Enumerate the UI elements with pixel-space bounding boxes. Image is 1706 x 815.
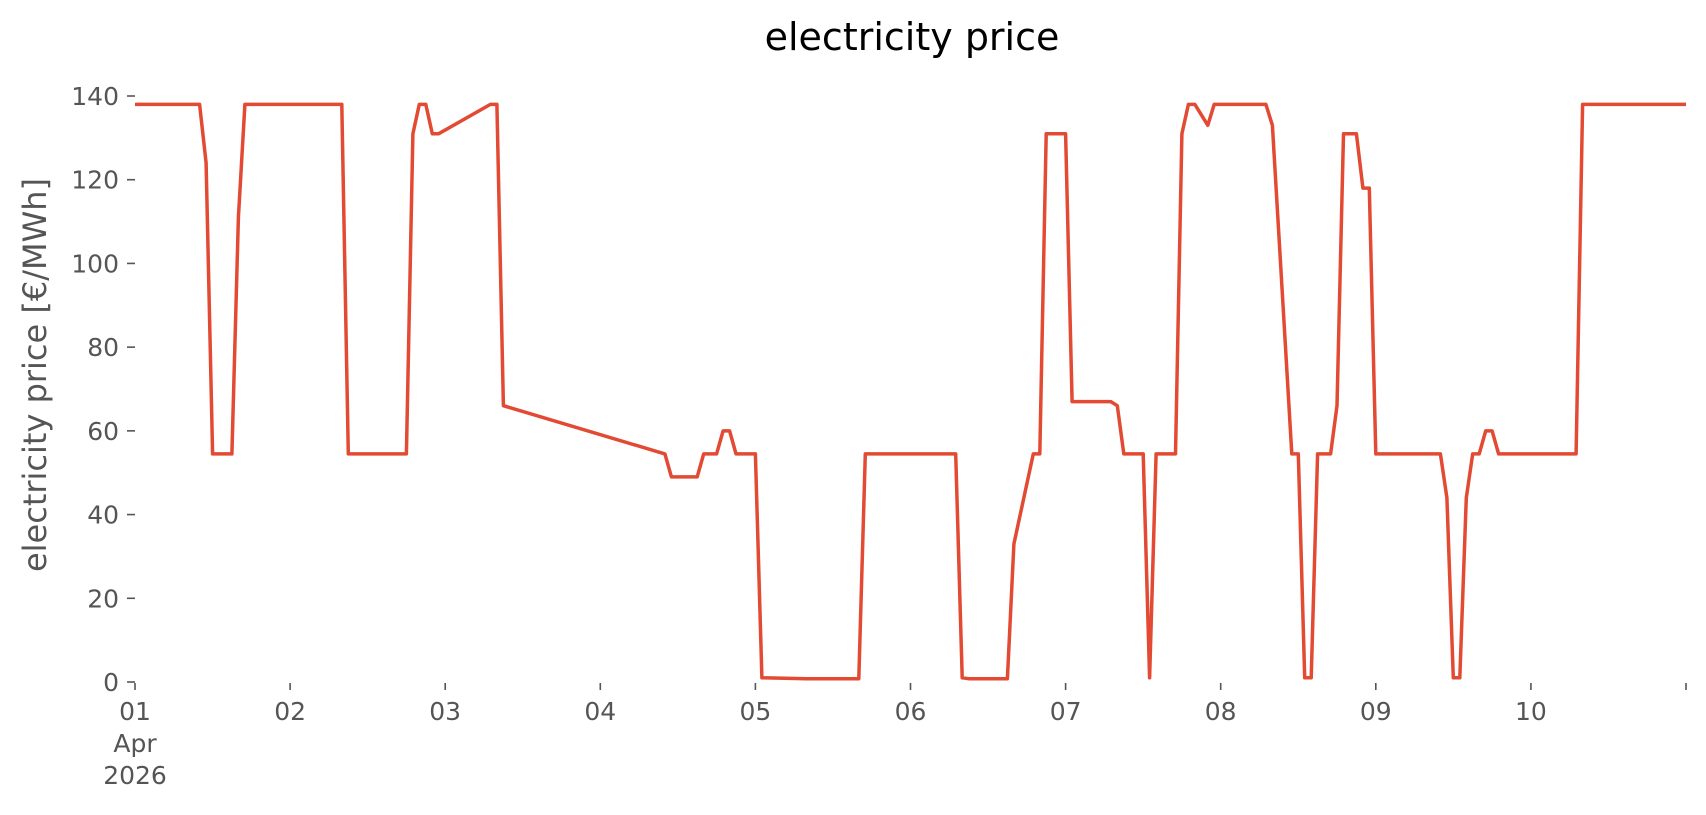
x-tick-label: 02: [274, 697, 306, 726]
y-tick-label: 60: [87, 417, 119, 446]
chart-title: electricity price: [765, 15, 1060, 59]
y-tick-label: 100: [71, 249, 119, 278]
x-tick-label: 10: [1515, 697, 1547, 726]
y-tick-label: 20: [87, 584, 119, 613]
x-axis: 01 Apr 2026 02 03 04 05 06 07 08 09 10: [103, 683, 1687, 790]
x-tick-label: 03: [429, 697, 461, 726]
x-tick-label: 06: [895, 697, 927, 726]
y-tick-label: 40: [87, 501, 119, 530]
x-tick-label: 09: [1360, 697, 1392, 726]
y-tick-label: 80: [87, 333, 119, 362]
x-tick-label: 04: [584, 697, 616, 726]
x-tick-label: 01: [119, 697, 151, 726]
y-axis-label: electricity price [€/MWh]: [16, 178, 54, 572]
plot-area: [135, 102, 1686, 681]
x-tick-sublabel: 2026: [103, 761, 167, 790]
x-tick-label: 08: [1205, 697, 1237, 726]
y-tick-label: 0: [103, 668, 119, 697]
series-line: [135, 102, 1686, 681]
x-tick-sublabel: Apr: [113, 729, 157, 758]
y-tick-label: 120: [71, 166, 119, 195]
x-tick-label: 05: [739, 697, 771, 726]
y-tick-label: 140: [71, 82, 119, 111]
x-tick-label: 07: [1050, 697, 1082, 726]
y-axis: 0 20 40 60 80 100 120 140: [71, 82, 135, 697]
